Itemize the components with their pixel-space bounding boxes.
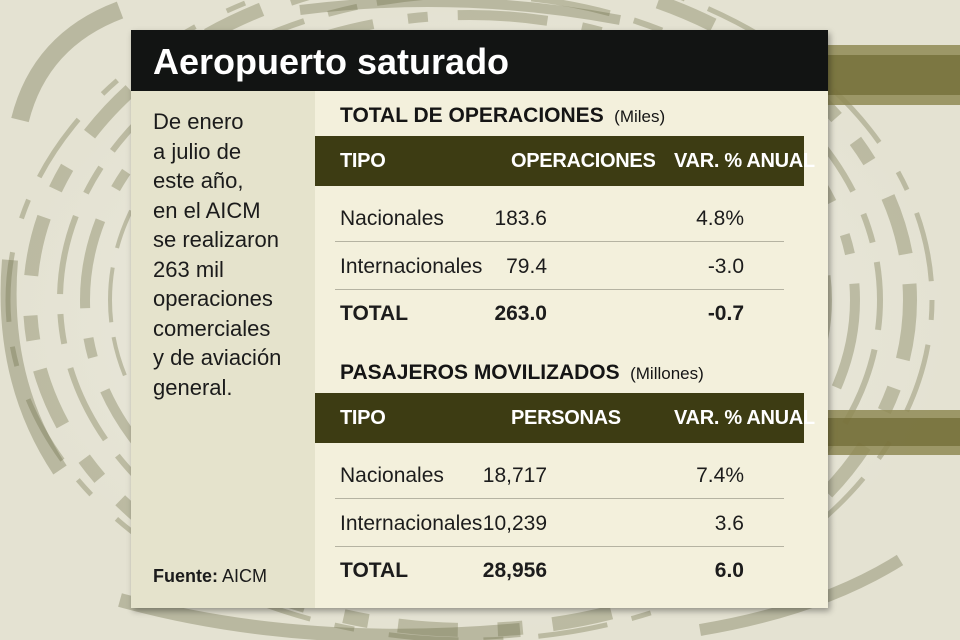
operations-table-header: TIPO OPERACIONES VAR. % ANUAL xyxy=(315,136,815,186)
infographic-title: Aeropuerto saturado xyxy=(153,41,510,82)
cell-tipo: Internacionales xyxy=(340,512,483,535)
cell-variation: 4.8% xyxy=(696,207,744,230)
row-divider xyxy=(335,498,784,499)
cell-value: 10,239 xyxy=(482,512,547,535)
operations-unit: (Miles) xyxy=(614,107,666,126)
cell-variation: -0.7 xyxy=(707,302,744,325)
cell-value: 263.0 xyxy=(494,302,547,325)
cell-variation: -3.0 xyxy=(707,255,744,278)
source-note: Fuente: AICM xyxy=(153,564,267,588)
cell-variation: 7.4% xyxy=(696,464,744,487)
header-personas: PERSONAS xyxy=(511,407,621,429)
cell-value: 28,956 xyxy=(482,559,547,582)
passengers-title: PASAJEROS MOVILIZADOS (Millones) xyxy=(340,361,704,385)
cell-tipo: Nacionales xyxy=(340,207,444,230)
cell-tipo: Internacionales xyxy=(340,255,483,278)
row-divider xyxy=(335,289,784,290)
row-divider xyxy=(335,241,784,242)
header-tipo: TIPO xyxy=(340,407,386,429)
header-operaciones: OPERACIONES xyxy=(511,150,656,172)
operations-title: TOTAL DE OPERACIONES (Miles) xyxy=(340,104,665,128)
intro-text: De enero a julio de este año, en el AICM… xyxy=(153,109,282,400)
header-var-anual: VAR. % ANUAL xyxy=(674,407,815,429)
cell-tipo: TOTAL xyxy=(340,559,409,582)
sidebar-summary: De enero a julio de este año, en el AICM… xyxy=(131,91,315,608)
table-row: Internacionales 10,239 3.6 xyxy=(315,500,804,547)
source-value: AICM xyxy=(222,566,268,586)
cell-variation: 3.6 xyxy=(714,512,744,535)
row-divider xyxy=(335,546,784,547)
title-bar: Aeropuerto saturado xyxy=(131,30,828,91)
cell-value: 18,717 xyxy=(482,464,547,487)
infographic-card: Aeropuerto saturado De enero a julio de … xyxy=(131,30,828,608)
passengers-unit: (Millones) xyxy=(630,364,704,383)
cell-value: 183.6 xyxy=(494,207,547,230)
table-row-total: TOTAL 28,956 6.0 xyxy=(315,547,804,594)
table-row: Internacionales 79.4 -3.0 xyxy=(315,243,804,290)
cell-variation: 6.0 xyxy=(714,559,744,582)
table-row-total: TOTAL 263.0 -0.7 xyxy=(315,290,804,337)
cell-tipo: Nacionales xyxy=(340,464,444,487)
table-row: Nacionales 183.6 4.8% xyxy=(315,195,804,242)
table-row: Nacionales 18,717 7.4% xyxy=(315,452,804,499)
source-label: Fuente: xyxy=(153,566,218,586)
passengers-table-header: TIPO PERSONAS VAR. % ANUAL xyxy=(315,393,815,443)
operations-title-text: TOTAL DE OPERACIONES xyxy=(340,104,604,127)
passengers-title-text: PASAJEROS MOVILIZADOS xyxy=(340,361,620,384)
header-var-anual: VAR. % ANUAL xyxy=(674,150,815,172)
header-tipo: TIPO xyxy=(340,150,386,172)
cell-tipo: TOTAL xyxy=(340,302,409,325)
cell-value: 79.4 xyxy=(506,255,547,278)
